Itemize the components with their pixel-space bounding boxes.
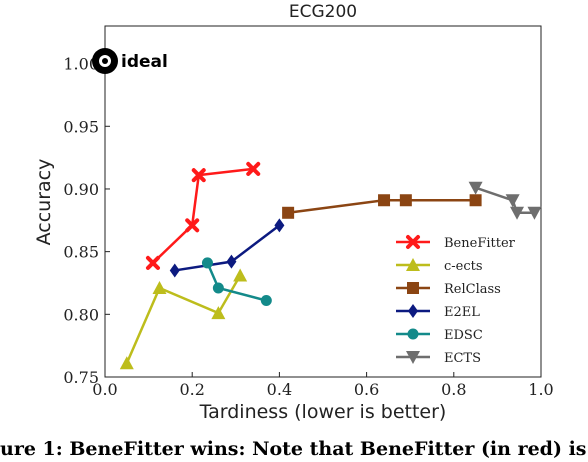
- data-point: [408, 304, 418, 318]
- data-point: [274, 218, 285, 233]
- data-point: [406, 258, 420, 271]
- data-point: [468, 181, 483, 195]
- legend-entry: E2EL: [396, 304, 480, 320]
- y-tick-label: 0.75: [63, 368, 99, 387]
- x-tick-label: 1.0: [528, 380, 553, 399]
- data-point: [119, 356, 134, 370]
- legend-label: BeneFitter: [444, 236, 516, 251]
- x-axis-label: Tardiness (lower is better): [199, 401, 447, 423]
- series-line: [152, 167, 254, 264]
- y-axis-label: Accuracy: [33, 159, 55, 246]
- legend-label: c-ects: [444, 259, 483, 274]
- legend-label: EDSC: [444, 328, 483, 343]
- chart: ECG200 Tardiness (lower is better) Accur…: [33, 2, 554, 423]
- data-point: [406, 351, 420, 364]
- legend-entry: RelClass: [396, 282, 501, 297]
- data-point: [201, 257, 213, 269]
- x-tick-label: 0.8: [441, 380, 466, 399]
- data-point: [145, 255, 160, 270]
- legend-entry: c-ects: [396, 258, 483, 274]
- data-point: [185, 218, 200, 233]
- series-line: [287, 198, 476, 215]
- series-layer: [119, 161, 542, 370]
- data-point: [282, 206, 295, 219]
- legend-entry: BeneFitter: [396, 235, 516, 251]
- legend-label: RelClass: [444, 282, 501, 297]
- figure-caption: ure 1: BeneFitter wins: Note that BeneFi…: [0, 438, 587, 460]
- data-point: [191, 168, 206, 183]
- legend-entry: ECTS: [396, 351, 481, 366]
- x-tick-label: 0.0: [92, 380, 117, 399]
- data-point: [226, 254, 237, 269]
- data-point: [378, 194, 391, 207]
- legend-label: E2EL: [444, 305, 480, 320]
- series-line: [125, 274, 242, 364]
- y-tick-label: 0.90: [63, 180, 99, 199]
- series-e2el: [169, 218, 285, 278]
- legend: BeneFitter c-ects RelClass E2EL EDSC ECTS: [396, 235, 516, 366]
- y-tick-label: 0.85: [63, 243, 99, 262]
- series-c-ects: [119, 268, 248, 370]
- legend-box: [386, 226, 536, 370]
- data-point: [505, 194, 520, 208]
- data-point: [246, 161, 261, 176]
- series-ects: [468, 181, 542, 220]
- ideal-marker: ideal: [92, 48, 168, 74]
- y-tick-label: 0.80: [63, 305, 99, 324]
- data-point: [406, 235, 420, 249]
- data-point: [510, 206, 525, 220]
- data-point: [527, 206, 542, 220]
- data-point: [407, 328, 419, 340]
- series-line: [475, 186, 535, 215]
- y-tick-label: 0.95: [63, 117, 99, 136]
- data-point: [212, 282, 224, 294]
- axis-ticks: 0.0 0.2 0.4 0.6 0.8 1.0 0.75 0.80 0.85 0.90 0.95 1.…: [63, 55, 553, 399]
- ideal-marker-dot: [102, 58, 108, 64]
- legend-label: ECTS: [444, 351, 481, 366]
- series-benefitter: [145, 161, 261, 270]
- legend-entry: EDSC: [396, 328, 483, 343]
- data-point: [469, 194, 482, 207]
- data-point: [233, 268, 248, 282]
- series-relclass: [282, 194, 482, 219]
- x-tick-label: 0.6: [354, 380, 379, 399]
- ideal-label: ideal: [121, 52, 168, 72]
- data-point: [260, 295, 272, 307]
- data-point: [407, 282, 419, 294]
- data-point: [211, 306, 226, 320]
- x-tick-label: 0.4: [267, 380, 292, 399]
- y-tick-label: 1.00: [63, 55, 99, 74]
- chart-title: ECG200: [289, 2, 357, 22]
- series-edsc: [201, 257, 272, 307]
- data-point: [169, 263, 180, 278]
- x-tick-label: 0.2: [179, 380, 204, 399]
- data-point: [152, 280, 167, 294]
- data-point: [399, 194, 412, 207]
